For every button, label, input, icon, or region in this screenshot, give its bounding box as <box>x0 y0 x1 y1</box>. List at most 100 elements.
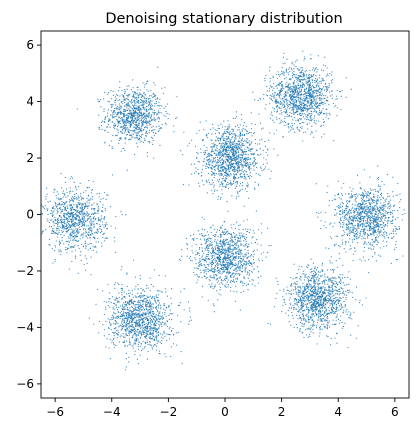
scatter-point <box>383 197 385 200</box>
scatter-point <box>54 208 56 210</box>
scatter-point <box>270 98 272 100</box>
scatter-point <box>73 193 76 195</box>
scatter-point <box>129 120 131 123</box>
scatter-point <box>323 95 325 97</box>
scatter-point <box>71 199 73 201</box>
scatter-point <box>359 187 361 189</box>
scatter-point <box>285 92 287 94</box>
scatter-point <box>86 187 88 189</box>
scatter-point <box>383 215 385 218</box>
scatter-point <box>349 197 351 199</box>
scatter-point <box>319 102 321 104</box>
point-cluster <box>315 165 406 264</box>
scatter-point <box>232 162 235 165</box>
scatter-point <box>96 228 98 230</box>
scatter-point <box>292 125 294 127</box>
scatter-point <box>247 182 249 184</box>
scatter-point <box>124 101 126 104</box>
scatter-point <box>246 138 248 140</box>
scatter-point <box>349 248 351 250</box>
scatter-point <box>319 98 321 100</box>
scatter-point <box>286 112 288 114</box>
scatter-point <box>366 213 369 215</box>
scatter-point <box>331 79 334 81</box>
scatter-point <box>295 86 297 88</box>
scatter-point <box>362 218 365 220</box>
scatter-point <box>214 132 217 135</box>
scatter-point <box>159 127 161 130</box>
scatter-point <box>70 210 73 212</box>
scatter-point <box>116 113 118 115</box>
scatter-point <box>46 210 48 212</box>
scatter-point <box>52 230 54 232</box>
scatter-point <box>81 225 84 227</box>
scatter-point <box>215 150 217 152</box>
scatter-point <box>98 208 100 210</box>
scatter-point <box>101 242 103 244</box>
scatter-point <box>239 157 242 159</box>
scatter-point <box>71 250 73 253</box>
scatter-point <box>128 130 130 132</box>
scatter-point <box>215 139 217 141</box>
scatter-point <box>377 230 379 232</box>
scatter-point <box>237 158 239 160</box>
scatter-point <box>349 232 351 235</box>
scatter-point <box>201 180 204 182</box>
scatter-point <box>214 144 216 146</box>
scatter-point <box>53 249 56 252</box>
scatter-point <box>271 115 273 117</box>
scatter-point <box>289 101 291 103</box>
scatter-point <box>242 143 244 145</box>
scatter-point <box>159 144 161 146</box>
scatter-point <box>90 227 92 229</box>
scatter-point <box>252 91 254 93</box>
scatter-point <box>84 269 87 271</box>
scatter-point <box>153 112 155 114</box>
scatter-point <box>281 86 283 88</box>
scatter-point <box>385 200 387 203</box>
scatter-point <box>150 108 152 110</box>
scatter-point <box>389 204 392 206</box>
scatter-point <box>211 170 213 172</box>
scatter-point <box>323 70 325 72</box>
scatter-point <box>254 123 256 126</box>
scatter-point <box>224 131 226 133</box>
scatter-point <box>145 100 147 103</box>
scatter-point <box>237 167 239 170</box>
scatter-point <box>133 113 135 115</box>
scatter-point <box>227 146 230 148</box>
scatter-point <box>81 205 83 207</box>
scatter-point <box>240 146 242 148</box>
scatter-point <box>369 223 372 225</box>
scatter-point <box>367 247 370 249</box>
scatter-point <box>216 145 218 147</box>
scatter-point <box>348 213 350 215</box>
scatter-point <box>241 159 243 161</box>
scatter-point <box>167 103 169 105</box>
scatter-point <box>319 87 321 90</box>
scatter-point <box>312 81 314 83</box>
scatter-point <box>293 96 296 99</box>
scatter-point <box>299 91 301 93</box>
scatter-point <box>259 97 261 99</box>
scatter-point <box>93 246 95 248</box>
scatter-point <box>324 102 326 105</box>
scatter-point <box>132 87 134 89</box>
scatter-point <box>233 176 235 178</box>
scatter-point <box>233 167 236 169</box>
scatter-point <box>217 195 220 197</box>
scatter-point <box>76 204 78 207</box>
scatter-point <box>118 103 120 105</box>
scatter-point <box>165 124 167 126</box>
scatter-point <box>291 94 293 96</box>
scatter-point <box>357 231 359 233</box>
scatter-point <box>285 100 288 102</box>
scatter-point <box>348 241 350 243</box>
scatter-point <box>235 160 237 163</box>
scatter-point <box>286 86 288 88</box>
scatter-point <box>65 249 67 251</box>
scatter-point <box>234 145 236 147</box>
scatter-point <box>307 118 309 121</box>
scatter-point <box>128 122 130 124</box>
scatter-point <box>52 262 54 264</box>
